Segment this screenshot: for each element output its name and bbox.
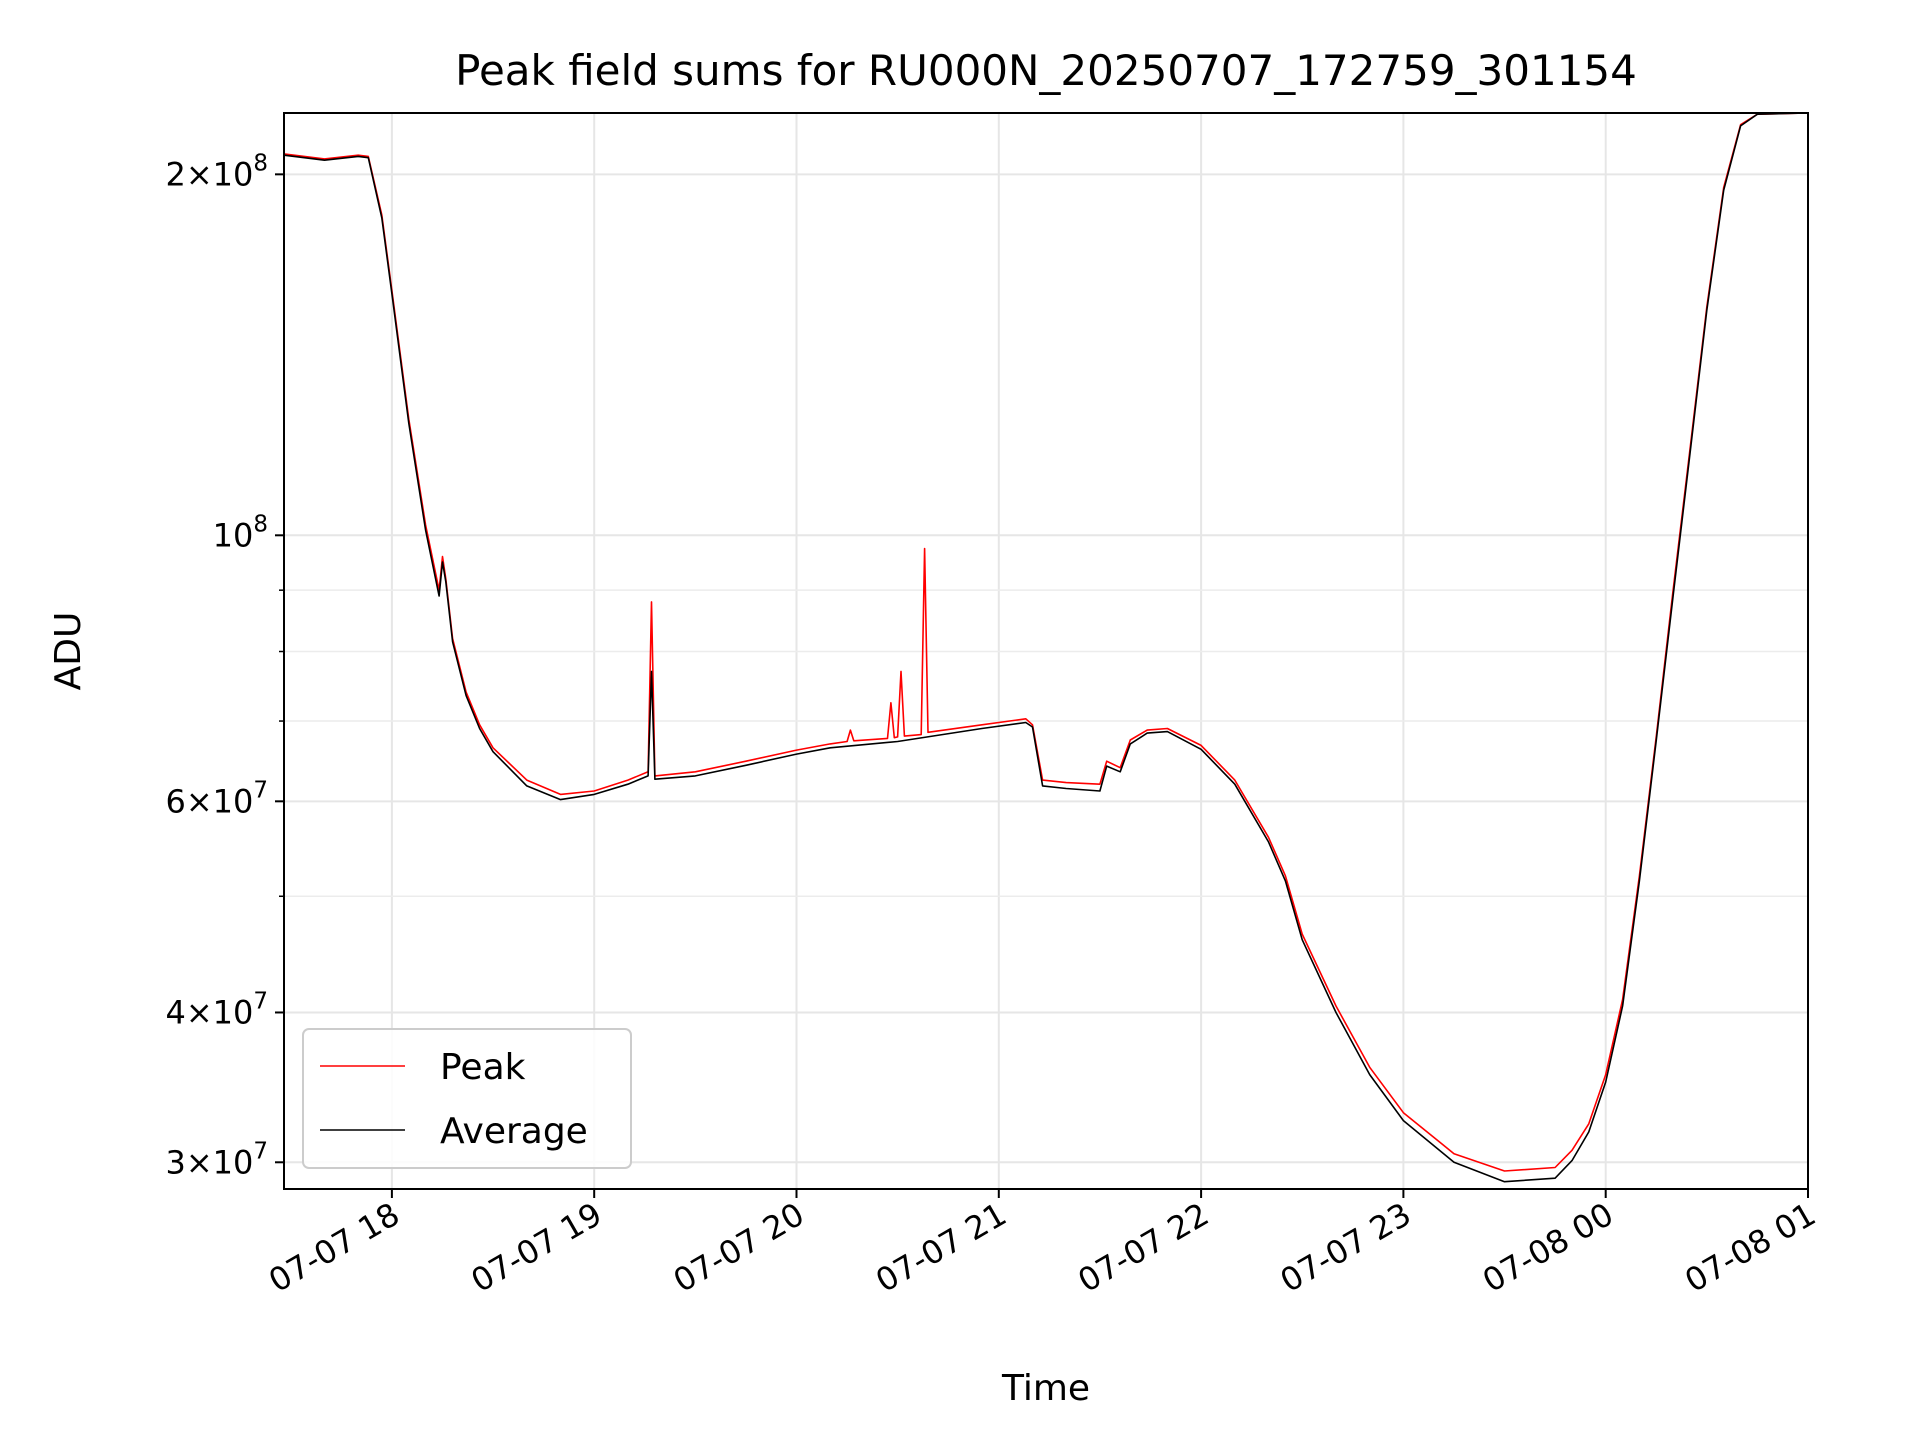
legend-box xyxy=(302,1028,632,1169)
y-tick-label: 4×107 xyxy=(165,988,268,1031)
y-axis-ticks: 3×107 4×107 6×107 108 2×108 xyxy=(165,150,284,1181)
y-tick-label: 3×107 xyxy=(165,1138,268,1181)
series-line-average xyxy=(283,112,1809,1183)
series-line-peak xyxy=(283,112,1809,1172)
chart-title: Peak field sums for RU000N_20250707_1727… xyxy=(455,46,1637,95)
y-axis-label: ADU xyxy=(48,612,89,691)
y-tick-label: 6×107 xyxy=(165,777,268,820)
series-lines xyxy=(283,112,1809,1183)
legend-label-average: Average xyxy=(440,1111,588,1152)
legend-label-peak: Peak xyxy=(440,1047,526,1088)
y-tick-label: 2×108 xyxy=(165,150,268,193)
x-axis-label: Time xyxy=(1001,1368,1090,1409)
legend: Peak Average xyxy=(302,1028,632,1169)
y-tick-label: 108 xyxy=(213,511,268,554)
